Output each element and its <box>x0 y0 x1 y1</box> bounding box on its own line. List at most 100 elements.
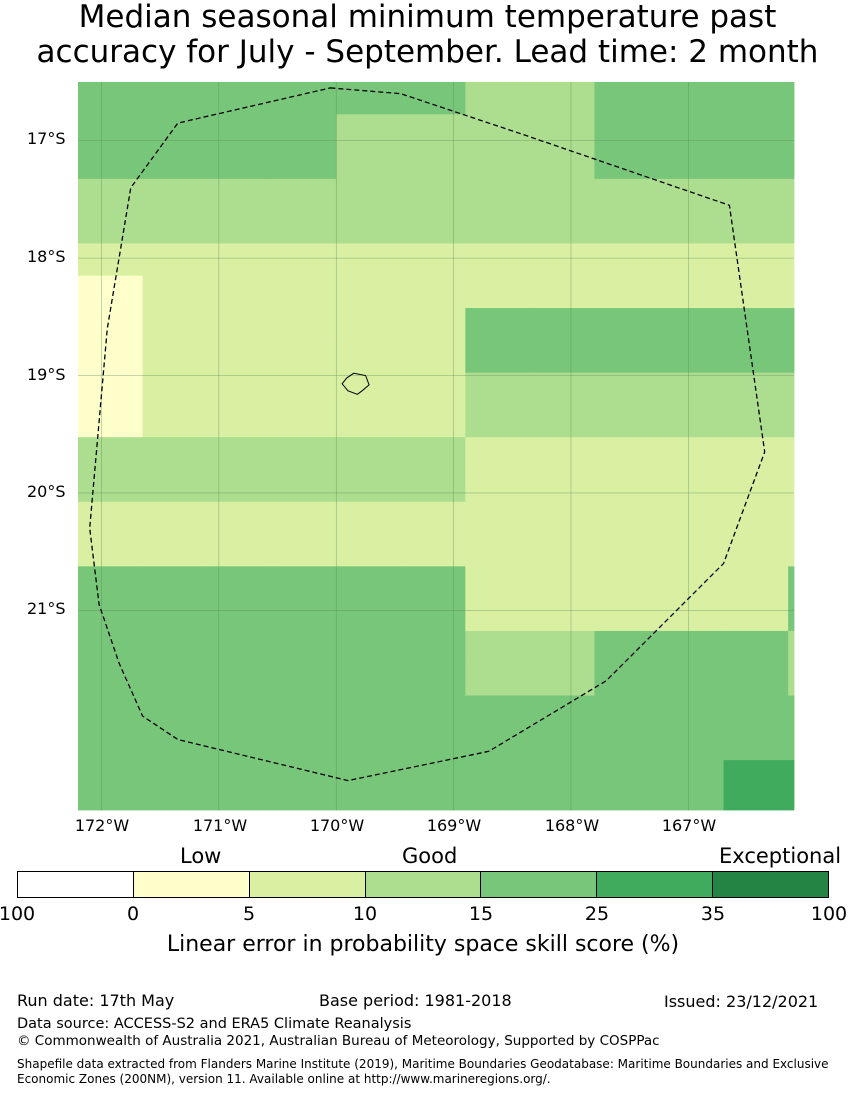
colorbar-tick-label: 25 <box>584 903 610 925</box>
grid-cell <box>594 372 660 406</box>
grid-cell <box>659 760 724 793</box>
grid-cell <box>788 211 795 244</box>
grid-cell <box>659 598 724 632</box>
grid-cell <box>594 340 660 374</box>
base-period: Base period: 1981-2018 <box>319 991 512 1010</box>
grid-cell <box>78 598 143 632</box>
grid-cell <box>659 437 724 470</box>
lon-label-168w: 168°W <box>544 816 600 835</box>
grid-cell <box>788 340 795 374</box>
grid-cell <box>594 727 660 761</box>
grid-cell <box>271 566 337 600</box>
grid-cell <box>207 437 273 470</box>
grid-cell <box>78 275 143 309</box>
lat-label-20s: 20°S <box>27 482 66 501</box>
copyright-notice: © Commonwealth of Australia 2021, Austra… <box>17 1033 660 1049</box>
grid-cell <box>78 566 143 600</box>
grid-cell <box>465 404 531 438</box>
grid-cell <box>336 211 402 244</box>
lat-label-18s: 18°S <box>27 247 66 266</box>
grid-cell <box>529 792 595 811</box>
grid-cell <box>659 695 724 729</box>
grid-cell <box>78 372 143 406</box>
grid-cell <box>465 469 531 503</box>
grid-cell <box>465 695 531 729</box>
grid-cell <box>594 243 660 277</box>
graticule <box>78 82 794 810</box>
grid-cell <box>594 469 660 503</box>
grid-cell <box>142 243 208 277</box>
grid-cell <box>336 566 402 600</box>
grid-cell <box>529 760 595 793</box>
grid-cell <box>271 404 337 438</box>
grid-cell <box>142 760 208 793</box>
grid-cell <box>207 630 273 664</box>
grid-cell <box>659 372 724 406</box>
run-date: Run date: 17th May <box>17 991 175 1010</box>
grid-cell <box>78 760 143 793</box>
colorbar-segment <box>481 872 598 897</box>
grid-cell <box>529 469 595 503</box>
grid-cell <box>207 792 273 811</box>
grid-cell <box>659 469 724 503</box>
grid-cell <box>788 534 795 567</box>
colorbar-segment <box>597 872 714 897</box>
grid-cell <box>271 760 337 793</box>
grid-cell <box>723 437 789 470</box>
grid-cell <box>788 146 795 180</box>
grid-cell <box>723 760 789 793</box>
grid-cell <box>400 501 466 535</box>
map-title-line-1: Median seasonal minimum temperature past <box>78 0 777 35</box>
grid-cell <box>788 178 795 212</box>
grid-cell <box>336 82 402 115</box>
grid-cell <box>207 501 273 535</box>
grid-cell <box>78 404 143 438</box>
grid-cell <box>723 114 789 147</box>
grid-cell <box>594 404 660 438</box>
grid-cell <box>659 501 724 535</box>
grid-cell <box>788 727 795 761</box>
grid-cell <box>207 308 273 341</box>
grid-cell <box>465 275 531 309</box>
grid-cell <box>659 82 724 115</box>
grid-cell <box>336 663 402 696</box>
grid-cell <box>529 114 595 147</box>
colorbar-segment <box>365 872 482 897</box>
grid-cell <box>529 727 595 761</box>
grid-cell <box>271 695 337 729</box>
grid-cell <box>78 243 143 277</box>
grid-cell <box>78 630 143 664</box>
colorbar-tick-label: 15 <box>468 903 494 925</box>
grid-cell <box>788 695 795 729</box>
grid-cell <box>78 792 143 811</box>
grid-cell <box>336 275 402 309</box>
issued-date: Issued: 23/12/2021 <box>664 992 819 1011</box>
grid-cell <box>400 178 466 212</box>
grid-cell <box>207 82 273 115</box>
island-outline <box>341 372 370 395</box>
grid-cell <box>142 146 208 180</box>
grid-cell <box>465 501 531 535</box>
grid-cell <box>271 243 337 277</box>
grid-cell <box>465 792 531 811</box>
colorbar <box>17 871 829 898</box>
grid-cell <box>336 469 402 503</box>
grid-cell <box>336 695 402 729</box>
grid-cell <box>207 114 273 147</box>
lon-label-170w: 170°W <box>309 816 365 835</box>
map-title: Median seasonal minimum temperature past… <box>0 0 855 70</box>
grid-cell <box>78 114 143 147</box>
grid-cell <box>723 211 789 244</box>
grid-cell <box>78 469 143 503</box>
grid-cell <box>594 566 660 600</box>
grid-cell <box>400 82 466 115</box>
grid-cell <box>78 178 143 212</box>
grid-cell <box>723 275 789 309</box>
grid-cell <box>788 308 795 341</box>
grid-cell <box>142 211 208 244</box>
grid-cell <box>400 727 466 761</box>
grid-cell <box>659 308 724 341</box>
grid-cell <box>207 695 273 729</box>
map-title-line-2: accuracy for July - September. Lead time… <box>36 34 819 70</box>
colorbar-title: Linear error in probability space skill … <box>166 932 680 957</box>
